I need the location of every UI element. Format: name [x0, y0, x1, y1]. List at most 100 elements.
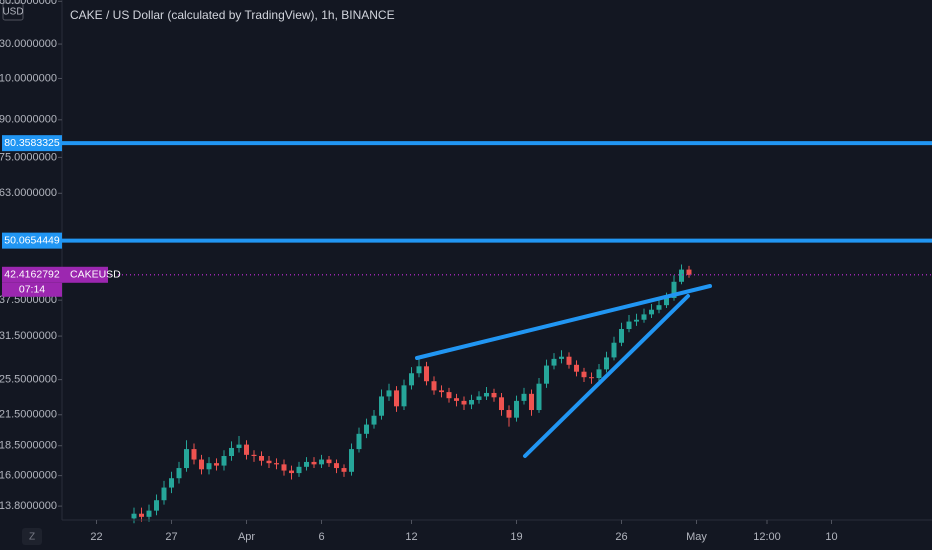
candle-body — [311, 461, 317, 465]
candle-body — [379, 396, 384, 416]
y-tick-label: 130.0000000 — [0, 38, 57, 50]
x-tick-label: 27 — [165, 531, 177, 543]
candle-body — [514, 400, 519, 418]
candle-body — [439, 390, 444, 393]
candle-body — [251, 454, 257, 456]
candle-body — [506, 410, 512, 418]
x-tick-label: 12 — [405, 531, 417, 543]
candle-body — [566, 356, 572, 365]
candle-body — [491, 392, 497, 398]
y-tick-label: 90.0000000 — [0, 114, 57, 126]
level-label-bg — [2, 232, 62, 249]
candle-body — [461, 400, 467, 405]
candle-body — [409, 373, 414, 386]
candle-body — [199, 459, 204, 470]
y-tick-label: 37.5000000 — [0, 294, 57, 306]
candle-body — [544, 365, 549, 384]
y-tick-label: 31.5000000 — [0, 330, 57, 342]
price-countdown: 07:14 — [19, 284, 45, 296]
candle-body — [206, 463, 212, 470]
candle-body — [679, 269, 684, 282]
candle-body — [371, 415, 377, 425]
candle-body — [139, 513, 144, 517]
x-tick-label: 26 — [615, 531, 627, 543]
candle-body — [281, 464, 287, 471]
plot-area — [131, 264, 692, 524]
trend-line — [523, 294, 690, 458]
candle-body — [454, 398, 459, 401]
candle-body — [169, 478, 174, 488]
candle-body — [349, 449, 354, 472]
candle-body — [154, 500, 159, 511]
x-tick-label: 6 — [318, 531, 324, 543]
x-tick-label: 10 — [825, 531, 837, 543]
candle-body — [161, 487, 167, 501]
candle-body — [529, 393, 534, 411]
candle-body — [364, 424, 369, 434]
candle-body — [626, 321, 632, 330]
candle-body — [236, 444, 242, 448]
candle-body — [274, 463, 279, 465]
candle-body — [229, 447, 234, 456]
candle-body — [131, 513, 137, 519]
candle-body — [184, 449, 189, 469]
candle-body — [686, 269, 692, 275]
candle-body — [424, 366, 429, 382]
candle-body — [244, 444, 249, 455]
candle-body — [446, 392, 452, 399]
candle-body — [656, 305, 662, 310]
candle-body — [521, 393, 527, 401]
candle-body — [401, 385, 407, 407]
candle-body — [146, 510, 152, 517]
candle-body — [641, 314, 647, 320]
candle-body — [611, 342, 617, 358]
chart-title: CAKE / US Dollar (calculated by TradingV… — [70, 8, 395, 22]
y-tick-label: 21.5000000 — [0, 409, 57, 421]
x-tick-label: Apr — [238, 531, 255, 543]
level-label: 80.3583325 — [4, 137, 60, 149]
timezone-button[interactable] — [22, 528, 42, 545]
candle-body — [296, 466, 302, 474]
y-tick-label: 63.0000000 — [0, 187, 57, 199]
candle-body — [649, 309, 654, 315]
candle-body — [559, 356, 564, 359]
candle-body — [176, 468, 182, 479]
candle-body — [289, 470, 294, 474]
candle-body — [634, 319, 639, 322]
y-tick-label: 160.0000000 — [0, 0, 57, 7]
candle-body — [476, 396, 482, 400]
y-tick-label: 25.5000000 — [0, 374, 57, 386]
trend-line — [415, 284, 712, 360]
candle-body — [386, 390, 392, 397]
price-label-bg — [2, 266, 108, 283]
price-symbol: CAKEUSD — [70, 269, 121, 281]
candle-body — [319, 459, 324, 465]
candle-body — [266, 460, 272, 464]
countdown-bg — [2, 282, 62, 297]
candle-body — [536, 383, 542, 411]
currency-box[interactable] — [2, 2, 24, 21]
candle-body — [394, 390, 399, 407]
y-tick-label: 18.5000000 — [0, 440, 57, 452]
candle-body — [214, 463, 219, 466]
y-tick-label: 13.8000000 — [0, 500, 57, 512]
candle-body — [484, 392, 489, 397]
candle-body — [499, 397, 504, 411]
candle-body — [581, 371, 587, 378]
price-label: 42.4162792 — [4, 269, 60, 281]
candle-body — [416, 366, 422, 374]
currency-label: USD — [2, 7, 23, 18]
candle-body — [551, 358, 557, 366]
y-tick-label: 110.0000000 — [0, 72, 57, 84]
x-tick-label: 19 — [510, 531, 522, 543]
candle-body — [469, 399, 474, 405]
candle-body — [604, 357, 609, 370]
candle-body — [259, 455, 264, 461]
y-tick-label: 16.0000000 — [0, 470, 57, 482]
x-tick-label: 12:00 — [753, 531, 781, 543]
candle-body — [589, 377, 594, 379]
candle-body — [334, 463, 339, 469]
level-label: 50.0654449 — [4, 234, 60, 246]
